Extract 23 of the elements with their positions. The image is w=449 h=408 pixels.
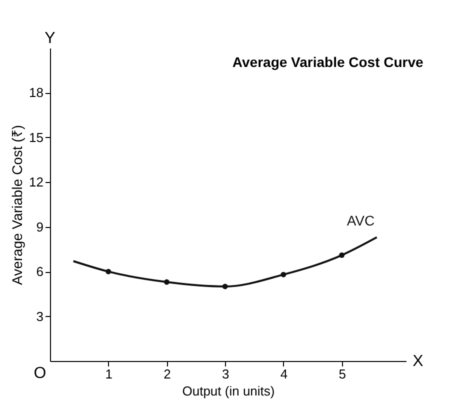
x-tick-label: 4 bbox=[280, 366, 288, 382]
point bbox=[280, 272, 286, 278]
point bbox=[222, 284, 228, 290]
text: X bbox=[412, 353, 424, 370]
y-tick-label: 6 bbox=[36, 264, 44, 280]
point bbox=[106, 268, 112, 274]
x-tick-label: 2 bbox=[164, 366, 171, 382]
y-tick-label: 9 bbox=[36, 219, 44, 234]
chart-title: Average Variable Cost Curve bbox=[232, 54, 424, 70]
x-tick-label: 3 bbox=[222, 366, 230, 382]
point bbox=[164, 279, 170, 285]
series-label: AVC bbox=[346, 212, 375, 228]
x-tick-label: 5 bbox=[338, 366, 346, 382]
y-tick-label: 15 bbox=[29, 130, 44, 145]
y-tick-label: 18 bbox=[29, 85, 44, 100]
text: O bbox=[34, 365, 46, 382]
x-tick-label: 1 bbox=[105, 366, 112, 382]
y-tick-label: 3 bbox=[36, 308, 44, 324]
text: Y bbox=[44, 30, 56, 47]
x-axis-title: Output (in units) bbox=[182, 384, 275, 398]
point bbox=[339, 252, 345, 258]
y-tick-label: 12 bbox=[29, 174, 44, 190]
y-axis-title: Average Variable Cost (₹) bbox=[9, 125, 26, 285]
